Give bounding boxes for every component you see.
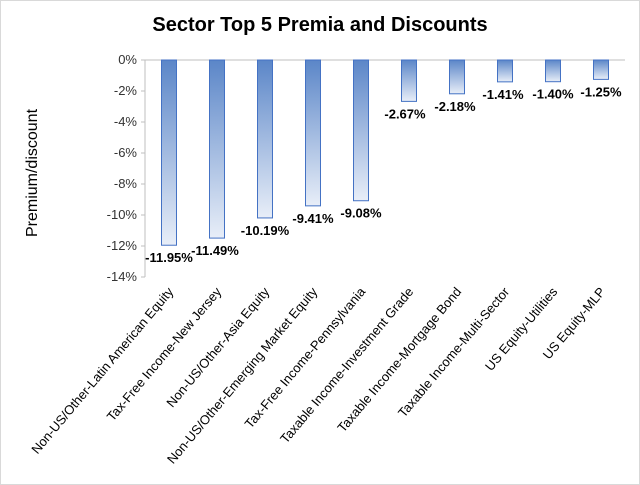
bar (593, 59, 609, 80)
data-label: -1.25% (580, 84, 622, 99)
bar (161, 59, 177, 246)
data-label: -2.67% (384, 106, 426, 121)
y-axis: 0% -2% -4% -6% -8% -10% -12% -14% (107, 52, 625, 284)
y-tick-label: -4% (114, 114, 138, 129)
data-label: -1.40% (532, 87, 574, 102)
bar (209, 59, 225, 239)
bar (257, 59, 273, 219)
data-label: -9.41% (292, 211, 334, 226)
data-labels: -11.95%-11.49%-10.19%-9.41% -9.08%-2.67%-… (145, 84, 622, 265)
data-label: -2.18% (434, 99, 476, 114)
bar (401, 59, 417, 102)
y-tick-label: -12% (107, 238, 138, 253)
bar (545, 59, 561, 83)
bar (353, 59, 369, 202)
y-tick-label: -2% (114, 83, 138, 98)
bars (161, 59, 609, 246)
data-label: -11.49% (191, 243, 239, 258)
y-tick-label: -14% (107, 269, 138, 284)
x-axis-categories: Non-US/Other-Latin American EquityTax-Fr… (28, 284, 608, 467)
y-tick-label: -10% (107, 207, 138, 222)
y-tick-label: -6% (114, 145, 138, 160)
chart-title: Sector Top 5 Premia and Discounts (152, 14, 488, 36)
bar (497, 59, 513, 83)
bar (305, 59, 321, 207)
bar (449, 59, 465, 95)
y-tick-label: -8% (114, 176, 138, 191)
data-label: -9.08% (340, 206, 382, 221)
data-label: -1.41% (482, 87, 524, 102)
data-label: -11.95% (145, 250, 193, 265)
data-label: -10.19% (241, 223, 290, 238)
y-tick-label: 0% (118, 52, 137, 67)
